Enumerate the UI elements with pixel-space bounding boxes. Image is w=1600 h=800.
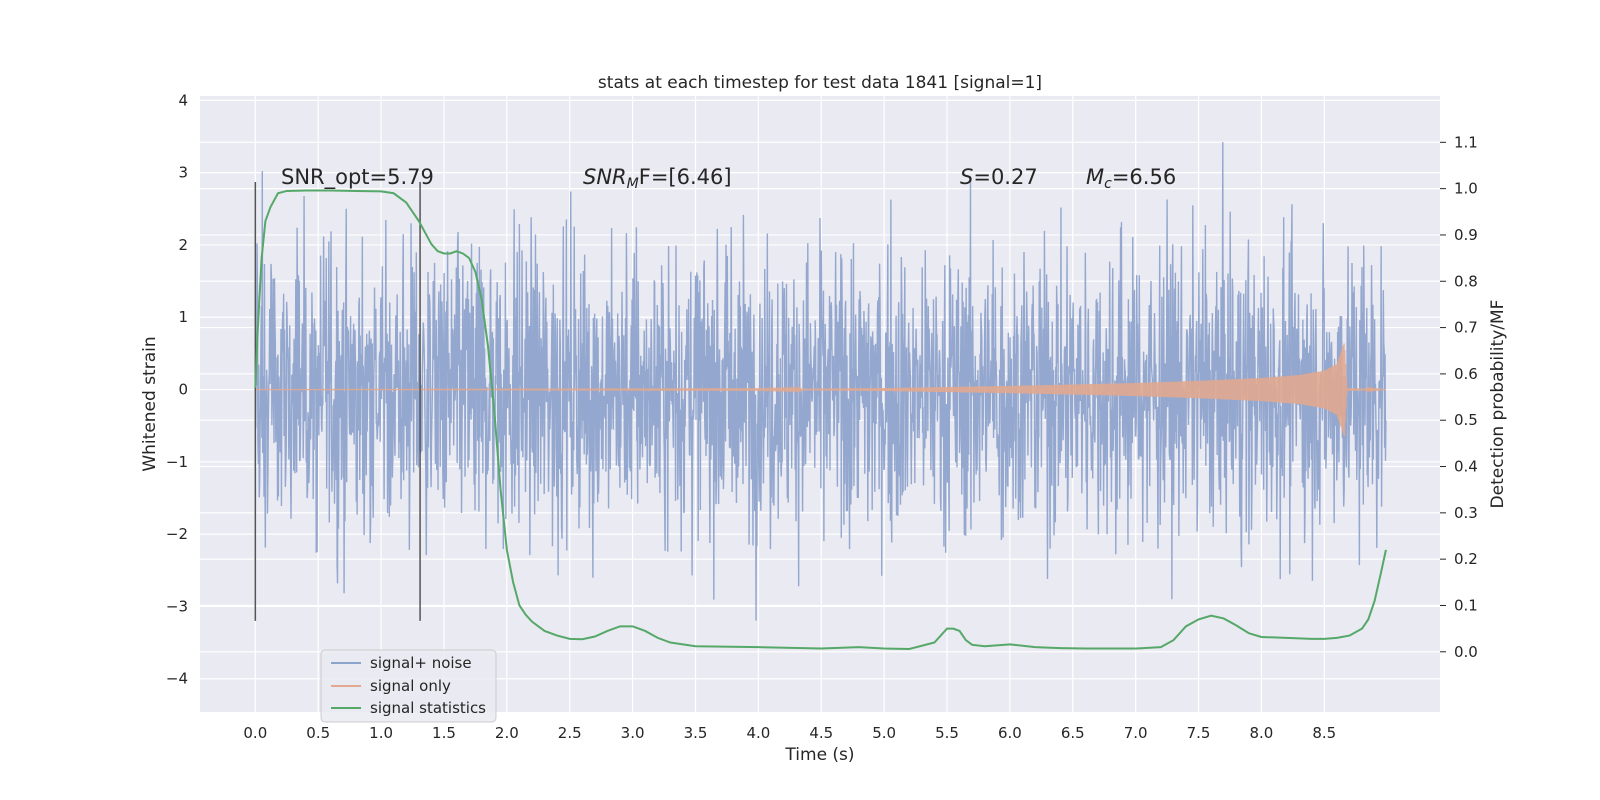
- series-signal-only: [255, 343, 1386, 436]
- y-tick-label-right: 0.1: [1454, 596, 1478, 614]
- x-tick-label: 8.5: [1312, 724, 1336, 742]
- y-tick-label-right: 0.3: [1454, 504, 1478, 522]
- x-tick-label: 7.5: [1187, 724, 1211, 742]
- legend-label-signal-statistics: signal statistics: [370, 699, 486, 717]
- legend-box: [320, 649, 497, 723]
- x-tick-label: 3.0: [621, 724, 645, 742]
- y-tick-label-left: −4: [166, 670, 188, 688]
- signal-noise-line: [254, 142, 1387, 621]
- y-tick-label-right: 0.0: [1454, 643, 1478, 661]
- annotation-s: S=0.27: [960, 165, 1038, 189]
- x-tick-label: 4.5: [809, 724, 833, 742]
- x-tick-label: 3.5: [684, 724, 708, 742]
- x-tick-label: 8.0: [1249, 724, 1273, 742]
- y-tick-label-left: 4: [178, 91, 188, 109]
- x-tick-label: 0.5: [306, 724, 330, 742]
- annotation-mc-var: M: [1086, 165, 1104, 189]
- x-tick-label: 7.0: [1124, 724, 1148, 742]
- series-signal-noise: [254, 142, 1387, 621]
- annotation-mc-sub: c: [1104, 176, 1112, 192]
- y-tick-label-right: 1.0: [1454, 180, 1478, 198]
- marker-lines: [254, 182, 421, 621]
- y-tick-label-right: 0.5: [1454, 411, 1478, 429]
- legend-label-signal-only: signal only: [370, 677, 451, 695]
- legend: signal+ noise signal only signal statist…: [320, 649, 497, 723]
- tick-labels: 0.0 0.5 1.0 1.5 2.0 2.5 3.0 3.5 4.0 4.5 5.0 5.5 6.0 6…: [166, 91, 1478, 742]
- x-tick-label: 4.0: [746, 724, 770, 742]
- y-axis-label-right: Detection probability/MF: [1488, 300, 1508, 509]
- annotation-snr-mf-main: SNR: [583, 165, 627, 189]
- x-tick-label: 1.5: [432, 724, 456, 742]
- annotation-mc: Mc=6.56: [1086, 165, 1176, 192]
- signal-only-line: [255, 343, 1386, 436]
- y-tick-label-right: 0.8: [1454, 272, 1478, 290]
- x-tick-label: 1.0: [369, 724, 393, 742]
- x-tick-label: 5.0: [872, 724, 896, 742]
- x-tick-label: 6.0: [998, 724, 1022, 742]
- legend-label-signal-noise: signal+ noise: [370, 654, 472, 672]
- x-tick-label: 5.5: [935, 724, 959, 742]
- x-tick-label: 2.0: [495, 724, 519, 742]
- y-tick-label-left: 0: [178, 381, 188, 399]
- y-tick-label-right: 1.1: [1454, 133, 1478, 151]
- x-tick-label: 0.0: [243, 724, 267, 742]
- x-axis-label: Time (s): [784, 745, 854, 765]
- y-tick-label-right: 0.9: [1454, 226, 1478, 244]
- annotation-snr-opt: SNR_opt=5.79: [281, 165, 434, 190]
- annotation-s-var: S: [960, 165, 973, 189]
- y-tick-label-left: 3: [178, 164, 188, 182]
- y-tick-label-right: 0.6: [1454, 365, 1478, 383]
- annotation-s-value: =0.27: [973, 165, 1037, 189]
- y-tick-label-left: −3: [166, 597, 188, 615]
- signal-statistics-line: [254, 189, 1387, 651]
- y-tick-label-left: 2: [178, 236, 188, 254]
- y-tick-label-right: 0.4: [1454, 458, 1478, 476]
- y-tick-label-left: −2: [166, 525, 188, 543]
- x-tick-label: 2.5: [558, 724, 582, 742]
- annotation-snr-mf-sub: M: [627, 176, 639, 192]
- x-tick-label: 6.5: [1061, 724, 1085, 742]
- y-tick-label-right: 0.7: [1454, 319, 1478, 337]
- y-axis-label-left: Whitened strain: [140, 336, 160, 471]
- chart-title: stats at each timestep for test data 184…: [598, 73, 1042, 93]
- series-signal-statistics: [254, 189, 1387, 651]
- annotation-mc-value: =6.56: [1112, 165, 1176, 189]
- annotation-snr-mf-tail: F=[6.46]: [639, 165, 732, 189]
- annotation-snr-mf: SNRMF=[6.46]: [583, 165, 732, 192]
- y-tick-label-left: −1: [166, 453, 188, 471]
- y-tick-label-right: 0.2: [1454, 550, 1478, 568]
- y-tick-label-left: 1: [178, 308, 188, 326]
